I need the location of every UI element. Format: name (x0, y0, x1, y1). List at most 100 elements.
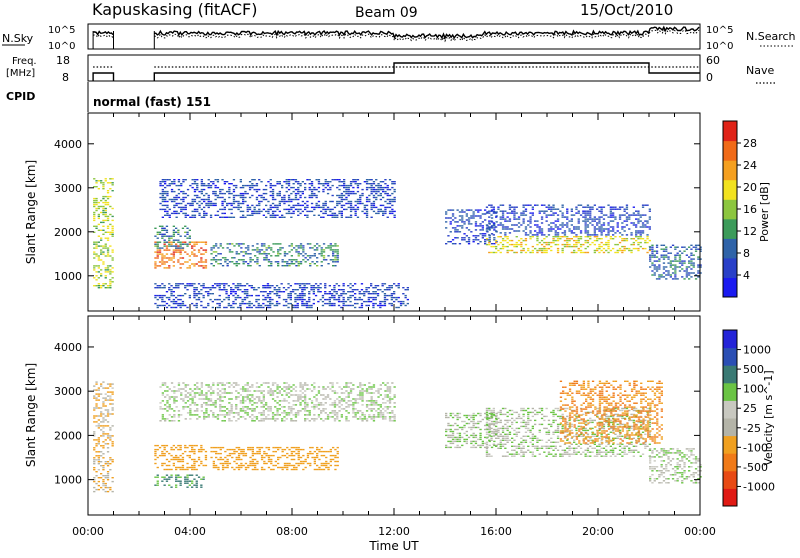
heatmap-cell (445, 243, 447, 244)
heatmap-cell (272, 189, 274, 190)
heatmap-cell (170, 244, 172, 245)
heatmap-cell (325, 398, 327, 399)
heatmap-cell (189, 414, 191, 415)
heatmap-cell (105, 204, 107, 205)
heatmap-cell (262, 291, 264, 292)
heatmap-cell (334, 257, 336, 258)
heatmap-cell (589, 214, 591, 215)
heatmap-cell (226, 217, 228, 218)
heatmap-cell (238, 469, 240, 470)
heatmap-cell (352, 404, 354, 405)
heatmap-cell (473, 241, 475, 242)
heatmap-cell (235, 398, 237, 399)
heatmap-cell (217, 467, 219, 468)
heatmap-cell (354, 307, 356, 308)
heatmap-cell (238, 245, 240, 246)
heatmap-cell (98, 206, 100, 207)
heatmap-cell (95, 208, 97, 209)
heatmap-cell (322, 213, 324, 214)
heatmap-cell (182, 453, 184, 454)
heatmap-cell (318, 191, 320, 192)
heatmap-cell (297, 189, 299, 190)
heatmap-cell (543, 211, 545, 212)
heatmap-cell (235, 201, 237, 202)
heatmap-cell (573, 250, 575, 251)
heatmap-cell (350, 211, 352, 212)
heatmap-cell (350, 181, 352, 182)
heatmap-cell (281, 185, 283, 186)
heatmap-cell (169, 215, 171, 216)
heatmap-cell (373, 420, 375, 421)
heatmap-cell (270, 418, 272, 419)
heatmap-cell (500, 205, 502, 206)
heatmap-cell (193, 453, 195, 454)
heatmap-cell (373, 187, 375, 188)
heatmap-cell (98, 188, 100, 189)
heatmap-cell (686, 276, 688, 277)
heatmap-cell (354, 303, 356, 304)
heatmap-cell (575, 244, 577, 245)
heatmap-cell (387, 412, 389, 413)
heatmap-cell (205, 402, 207, 403)
heatmap-cell (637, 248, 639, 249)
heatmap-cell (309, 447, 311, 448)
heatmap-cell (189, 259, 191, 260)
heatmap-cell (175, 240, 177, 241)
heatmap-cell (654, 274, 656, 275)
heatmap-cell (107, 228, 109, 229)
heatmap-cell (325, 402, 327, 403)
heatmap-cell (495, 248, 497, 249)
heatmap-cell (323, 251, 325, 252)
heatmap-cell (109, 178, 111, 179)
heatmap-cell (274, 185, 276, 186)
heatmap-cell (286, 181, 288, 182)
heatmap-cell (175, 459, 177, 460)
heatmap-cell (268, 259, 270, 260)
heatmap-cell (175, 251, 177, 252)
heatmap-cell (309, 243, 311, 244)
heatmap-cell (291, 453, 293, 454)
heatmap-cell (208, 205, 210, 206)
heatmap-cell (559, 224, 561, 225)
heatmap-cell (355, 211, 357, 212)
heatmap-cell (164, 285, 166, 286)
heatmap-cell (237, 285, 239, 286)
heatmap-cell (270, 455, 272, 456)
heatmap-cell (187, 384, 189, 385)
heatmap-cell (109, 182, 111, 183)
heatmap-cell (656, 268, 658, 269)
heatmap-cell (332, 201, 334, 202)
heatmap-cell (168, 265, 170, 266)
heatmap-cell (293, 187, 295, 188)
heatmap-cell (384, 418, 386, 419)
heatmap-cell (272, 384, 274, 385)
heatmap-cell (249, 215, 251, 216)
heatmap-cell (112, 190, 114, 191)
heatmap-cell (302, 396, 304, 397)
heatmap-cell (295, 199, 297, 200)
heatmap-cell (227, 459, 229, 460)
heatmap-cell (674, 278, 676, 279)
heatmap-cell (389, 400, 391, 401)
heatmap-cell (189, 467, 191, 468)
heatmap-cell (200, 247, 202, 248)
heatmap-cell (331, 297, 333, 298)
heatmap-cell (286, 412, 288, 413)
heatmap-cell (224, 217, 226, 218)
heatmap-cell (270, 463, 272, 464)
heatmap-cell (161, 287, 163, 288)
heatmap-cell (187, 392, 189, 393)
heatmap-cell (338, 400, 340, 401)
heatmap-cell (265, 297, 267, 298)
heatmap-cell (189, 285, 191, 286)
heatmap-cell (384, 301, 386, 302)
heatmap-cell (373, 197, 375, 198)
heatmap-cell (633, 214, 635, 215)
heatmap-cell (219, 217, 221, 218)
heatmap-cell (198, 297, 200, 298)
heatmap-cell (228, 410, 230, 411)
heatmap-cell (251, 205, 253, 206)
heatmap-cell (316, 447, 318, 448)
heatmap-cell (355, 416, 357, 417)
heatmap-cell (265, 408, 267, 409)
